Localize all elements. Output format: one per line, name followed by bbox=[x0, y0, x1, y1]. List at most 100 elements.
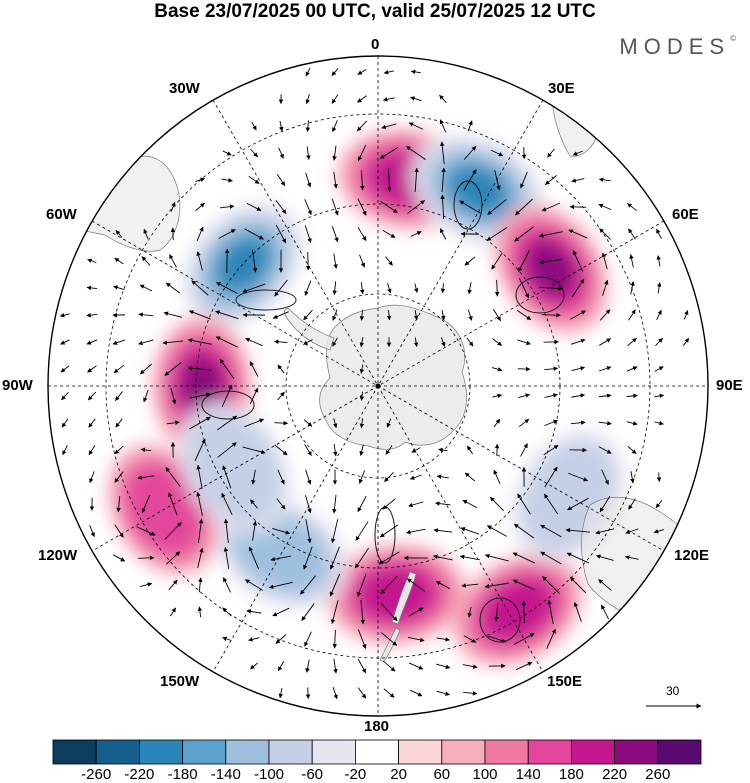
wind-arrow-276 bbox=[467, 445, 473, 455]
wind-arrow-76 bbox=[222, 150, 232, 156]
colorbar-tick-12: 220 bbox=[602, 766, 628, 783]
wind-arrow-64 bbox=[188, 310, 211, 320]
lon-label-90e: 90E bbox=[716, 377, 743, 394]
wind-arrow-71 bbox=[196, 491, 203, 516]
wind-arrow-394 bbox=[656, 228, 662, 240]
wind-arrow-270 bbox=[459, 200, 481, 214]
wind-arrow-367 bbox=[602, 279, 609, 296]
wind-arrow-147 bbox=[304, 280, 312, 296]
wind-arrow-319 bbox=[517, 493, 531, 515]
wind-arrow-236 bbox=[413, 283, 419, 293]
colorbar-swatch-0 bbox=[52, 739, 97, 765]
brand-name: MODES bbox=[619, 34, 731, 59]
wind-arrow-361 bbox=[569, 576, 587, 594]
wind-arrow-245 bbox=[408, 607, 424, 617]
wind-arrow-314 bbox=[517, 366, 531, 372]
wind-arrow-208 bbox=[382, 97, 395, 102]
wind-arrow-206 bbox=[357, 687, 367, 699]
colorbar bbox=[52, 739, 702, 765]
wind-arrow-283 bbox=[463, 635, 477, 643]
wind-arrow-133 bbox=[270, 555, 292, 562]
wind-arrow-359 bbox=[565, 527, 590, 533]
wind-arrow-347 bbox=[569, 204, 587, 210]
wind-arrow-159 bbox=[305, 659, 310, 673]
wind-arrow-405 bbox=[683, 310, 689, 320]
wind-arrow-366 bbox=[601, 252, 608, 270]
wind-arrow-62 bbox=[196, 251, 203, 271]
anomaly-negative-10-level-1 bbox=[187, 412, 283, 525]
wind-arrow-131 bbox=[276, 498, 286, 510]
wind-arrow-329 bbox=[538, 231, 563, 238]
wind-arrow-47 bbox=[163, 311, 183, 318]
wind-arrow-257 bbox=[440, 337, 446, 347]
wind-arrow-277 bbox=[464, 472, 476, 482]
wind-arrow-372 bbox=[598, 421, 612, 426]
wind-arrow-269 bbox=[463, 169, 477, 191]
wind-arrow-326 bbox=[547, 148, 555, 158]
wind-arrow-352 bbox=[570, 338, 586, 345]
wind-arrow-115 bbox=[250, 662, 258, 670]
wind-arrow-189 bbox=[357, 227, 367, 242]
lon-label-90w: 90W bbox=[2, 377, 33, 394]
height-anomaly-field bbox=[107, 128, 625, 667]
wind-arrow-67 bbox=[189, 392, 211, 399]
wind-arrow-137 bbox=[277, 660, 285, 672]
wind-arrow-392 bbox=[625, 528, 639, 534]
wind-arrow-5 bbox=[62, 445, 68, 456]
wind-arrow-124 bbox=[272, 311, 289, 319]
wind-arrow-248 bbox=[409, 689, 423, 697]
wind-arrow-125 bbox=[274, 339, 288, 345]
wind-arrow-273 bbox=[467, 282, 472, 295]
wind-arrow-117 bbox=[279, 120, 284, 132]
wind-arrow-368 bbox=[599, 309, 611, 321]
wind-arrow-204 bbox=[357, 629, 367, 649]
wind-arrow-42 bbox=[140, 582, 153, 587]
wind-arrow-56 bbox=[165, 551, 181, 565]
wind-arrow-157 bbox=[301, 603, 315, 621]
wind-arrow-104 bbox=[249, 361, 259, 377]
wind-arrow-404 bbox=[653, 529, 665, 534]
colorbar-swatch-5 bbox=[268, 739, 313, 765]
wind-arrow-139 bbox=[305, 67, 311, 77]
wind-arrow-222 bbox=[379, 524, 399, 538]
wind-arrow-266 bbox=[436, 690, 450, 696]
wind-arrow-111 bbox=[248, 546, 260, 570]
wind-arrow-313 bbox=[517, 339, 531, 345]
wind-arrow-146 bbox=[305, 252, 311, 271]
wind-arrow-136 bbox=[275, 634, 287, 644]
wind-arrow-240 bbox=[409, 474, 422, 480]
lon-label-60w: 60W bbox=[46, 206, 77, 223]
lon-label-180: 180 bbox=[364, 718, 390, 735]
wind-arrow-114 bbox=[248, 637, 260, 642]
wind-arrow-36 bbox=[143, 389, 149, 403]
wind-arrow-99 bbox=[244, 228, 264, 240]
wind-arrow-350 bbox=[571, 278, 585, 298]
wind-arrow-89 bbox=[221, 492, 233, 516]
wind-arrow-334 bbox=[544, 366, 559, 371]
wind-arrow-72 bbox=[197, 518, 204, 543]
wind-arrow-402 bbox=[656, 472, 662, 482]
wind-arrow-168 bbox=[333, 253, 338, 269]
wind-arrow-95 bbox=[251, 121, 257, 131]
wind-arrow-19 bbox=[113, 285, 125, 291]
wind-arrow-244 bbox=[406, 578, 425, 592]
lon-label-150e: 150E bbox=[547, 673, 583, 690]
wind-arrow-166 bbox=[331, 198, 339, 216]
wind-arrow-304 bbox=[488, 635, 507, 643]
wind-arrow-294 bbox=[491, 367, 503, 372]
wind-arrow-364 bbox=[598, 203, 612, 211]
wind-arrow-34 bbox=[138, 339, 154, 346]
wind-arrow-177 bbox=[329, 546, 340, 570]
wind-arrow-175 bbox=[332, 494, 337, 514]
wind-arrow-261 bbox=[433, 528, 453, 533]
wind-arrow-292 bbox=[493, 308, 501, 322]
map-title: Base 23/07/2025 00 UTC, valid 25/07/2025… bbox=[154, 1, 596, 22]
wind-arrow-338 bbox=[544, 466, 558, 488]
wind-arrow-78 bbox=[219, 204, 235, 209]
wind-arrow-90 bbox=[223, 518, 229, 543]
wind-arrow-191 bbox=[360, 282, 365, 295]
wind-arrow-340 bbox=[540, 524, 562, 538]
wind-arrow-179 bbox=[330, 600, 339, 625]
wind-arrow-205 bbox=[357, 658, 367, 674]
wind-arrow-203 bbox=[360, 600, 365, 625]
